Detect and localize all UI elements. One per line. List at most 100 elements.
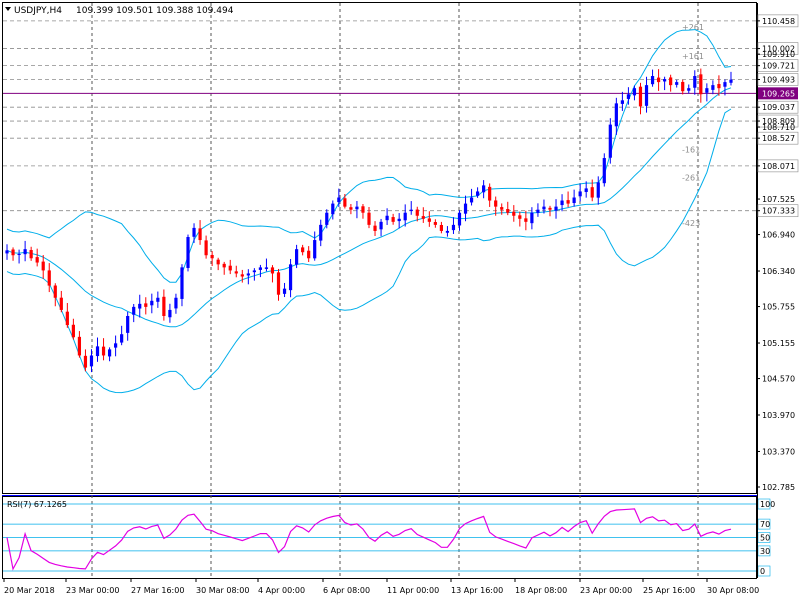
- price-label: 104.570: [762, 375, 795, 384]
- rsi-level-label-3: 30: [760, 547, 770, 556]
- candle-body: [282, 288, 287, 294]
- candle-body: [367, 212, 371, 225]
- candle-body: [512, 211, 516, 216]
- candle-body: [554, 206, 558, 211]
- candle-body: [180, 267, 184, 299]
- fib-level-lines: +423+261+161-161-261-423: [3, 20, 756, 228]
- rsi-level-label-1: 70: [760, 520, 770, 529]
- candle-body: [83, 355, 88, 368]
- candle-body: [216, 259, 220, 265]
- candle-body: [114, 343, 118, 348]
- candle-body: [469, 197, 474, 203]
- price-label: 107.525: [762, 195, 795, 204]
- rsi-line: [6, 508, 732, 571]
- candle-body: [711, 85, 715, 90]
- candle-body: [385, 215, 389, 221]
- candle-body: [729, 79, 733, 83]
- candle-body: [325, 212, 329, 225]
- candle-body: [536, 209, 540, 213]
- candle-body: [439, 224, 443, 231]
- candle-body: [162, 296, 166, 316]
- chevron-down-icon[interactable]: [5, 7, 11, 11]
- price-label: 106.340: [762, 267, 795, 276]
- time-label: 30 Apr 08:00: [707, 586, 759, 595]
- time-label: 27 Mar 16:00: [131, 586, 184, 595]
- candle-body: [313, 240, 317, 259]
- candle-body: [331, 203, 335, 215]
- candle-body: [620, 100, 624, 104]
- price-label: 110.458: [762, 17, 795, 26]
- price-label: 105.155: [762, 339, 795, 348]
- candle-body: [35, 257, 39, 263]
- candle-body: [482, 185, 486, 193]
- candle-body: [288, 264, 293, 291]
- candle-body: [524, 218, 528, 222]
- candle-body: [29, 249, 33, 259]
- candle-body: [144, 303, 148, 307]
- candle-body: [270, 267, 275, 274]
- candle-body: [5, 250, 9, 254]
- candle-body: [186, 237, 190, 268]
- candle-body: [120, 334, 124, 343]
- price-label: 106.940: [762, 231, 795, 240]
- candle-body: [530, 212, 534, 224]
- candle-body: [373, 225, 377, 231]
- candle-body: [560, 200, 564, 206]
- rsi-level-label-2: 50: [760, 534, 770, 543]
- candle-body: [337, 197, 341, 203]
- candle-body: [17, 254, 21, 256]
- time-axis: 20 Mar 2018 23 Mar 00:00 27 Mar 16:00 30 Ma…: [3, 578, 759, 595]
- candle-body: [150, 300, 154, 306]
- candle-body: [53, 285, 57, 298]
- candle-body: [494, 200, 498, 207]
- level-label-3: -161: [682, 146, 700, 155]
- candle-body: [71, 324, 75, 338]
- candle-body: [699, 74, 703, 95]
- candle-body: [608, 124, 612, 158]
- candle-body: [415, 209, 419, 216]
- candle-body: [319, 224, 323, 241]
- candles: [5, 68, 733, 373]
- candle-body: [626, 94, 631, 99]
- candle-body: [361, 206, 365, 213]
- candle-body: [421, 216, 425, 219]
- candle-body: [222, 263, 226, 268]
- candle-body: [77, 336, 82, 356]
- level-label-2: +161: [682, 52, 704, 61]
- candle-body: [258, 267, 263, 270]
- price-label: 105.755: [762, 303, 795, 312]
- candle-body: [95, 346, 100, 357]
- candle-body: [614, 103, 618, 127]
- time-label: 11 Apr 00:00: [387, 586, 439, 595]
- time-label: 6 Apr 08:00: [323, 586, 370, 595]
- ohlc-readout: 109.399 109.501 109.388 109.494: [76, 6, 234, 16]
- candle-body: [578, 191, 582, 197]
- candle-body: [65, 311, 69, 326]
- candle-body: [210, 254, 214, 259]
- candle-body: [107, 349, 112, 357]
- candle-body: [47, 270, 51, 286]
- candle-body: [240, 274, 244, 277]
- candle-body: [693, 76, 697, 88]
- candle-body: [596, 182, 600, 198]
- candle-body: [228, 265, 232, 271]
- candle-body: [101, 346, 106, 356]
- candle-body: [656, 77, 661, 83]
- candle-body: [681, 81, 685, 92]
- candle-body: [602, 158, 606, 184]
- candle-body: [276, 272, 281, 295]
- candle-body: [572, 197, 576, 204]
- candle-body: [445, 230, 450, 233]
- candle-body: [488, 186, 492, 201]
- main-chart-frame: [2, 2, 757, 494]
- candle-body: [644, 85, 649, 106]
- candle-body: [723, 82, 727, 87]
- price-label: 109.721: [762, 62, 795, 71]
- price-label: 109.910: [762, 50, 795, 59]
- rsi-indicator: 100 70 50 30 0: [3, 498, 775, 577]
- candle-body: [264, 267, 269, 269]
- candle-body: [687, 88, 691, 91]
- candle-body: [403, 212, 407, 221]
- time-label: 25 Apr 16:00: [643, 586, 695, 595]
